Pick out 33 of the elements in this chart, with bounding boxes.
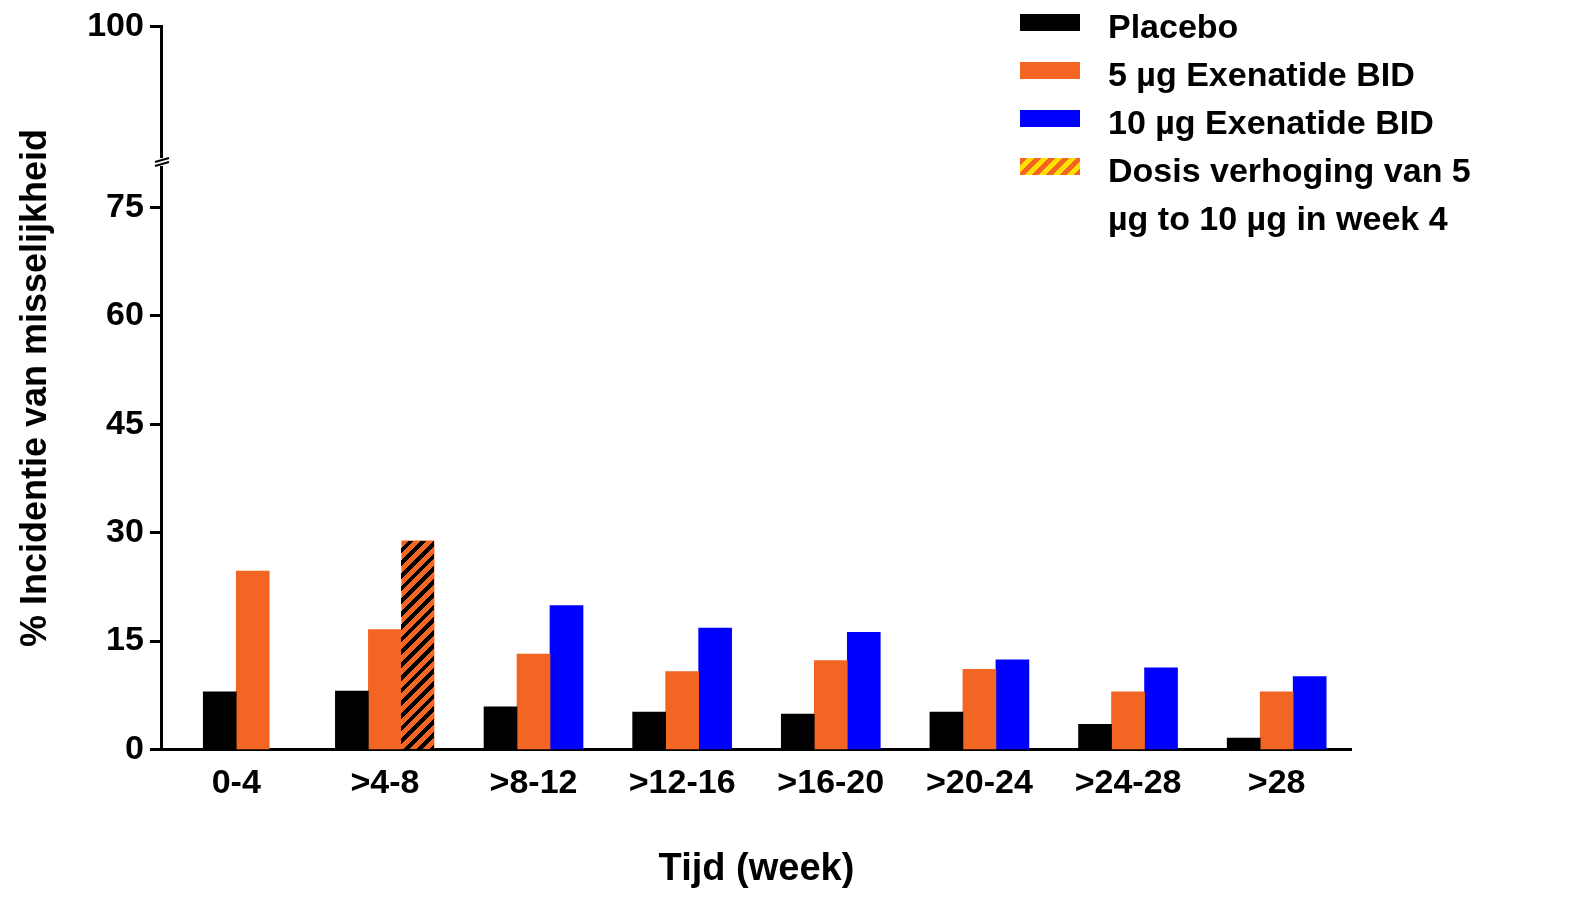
x-tick-label: >4-8 — [350, 762, 420, 801]
y-tick-label: 75 — [106, 185, 144, 224]
legend-label: 10 µg Exenatide BID — [1108, 102, 1435, 143]
legend-label: Dosis verhoging van 5 µg to 10 µg in week 4 — [1108, 150, 1472, 239]
legend-label: 5 µg Exenatide BID — [1108, 54, 1416, 95]
bar — [1292, 676, 1327, 750]
bar — [665, 671, 699, 750]
y-tick-label: 100 — [87, 4, 144, 43]
legend-label: Placebo — [1108, 6, 1240, 47]
bar — [516, 653, 551, 750]
x-tick-label: >20-24 — [926, 762, 1033, 801]
bar — [1259, 691, 1294, 750]
x-axis-title: Tijd (week) — [658, 845, 855, 888]
bar — [962, 669, 997, 750]
x-tick-label: >12-16 — [628, 762, 736, 801]
x-tick-label: 0-4 — [211, 762, 261, 801]
bar — [995, 659, 1030, 750]
y-tick-label: 45 — [106, 402, 144, 441]
x-tick-label: >16-20 — [777, 762, 885, 801]
bar — [813, 660, 848, 750]
y-tick-label: 30 — [106, 511, 144, 550]
bar — [549, 605, 584, 750]
y-tick-label: 15 — [106, 619, 144, 658]
bar — [698, 627, 732, 750]
bar — [846, 632, 881, 750]
y-axis-title: % Incidentie van misselijkheid — [12, 128, 54, 648]
y-tick-label: 0 — [125, 727, 144, 766]
x-tick-label: >24-28 — [1074, 762, 1182, 801]
bar — [1144, 667, 1178, 750]
x-tick-label: >8-12 — [489, 762, 578, 801]
bar — [1111, 691, 1145, 750]
x-tick-label: >28 — [1247, 762, 1306, 801]
y-tick-label: 60 — [106, 294, 144, 333]
